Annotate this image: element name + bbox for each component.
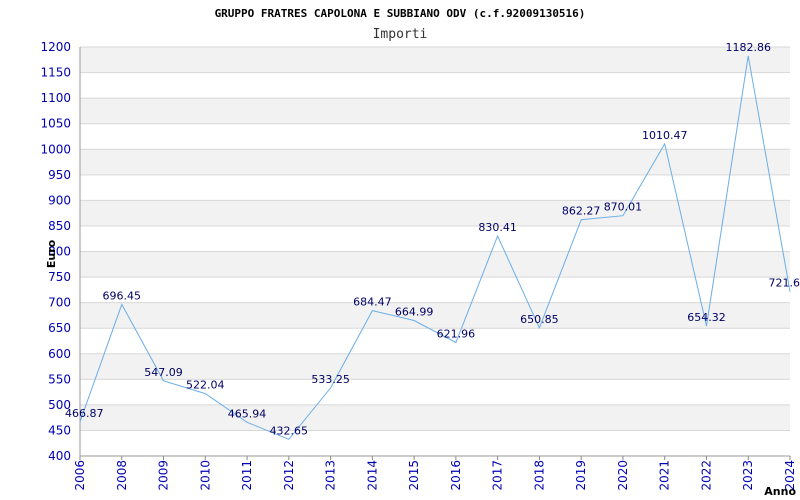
y-tick-label: 650 — [48, 321, 71, 335]
x-tick-label: 2015 — [407, 460, 421, 491]
x-tick-label: 2014 — [365, 460, 379, 491]
y-tick-label: 1000 — [40, 142, 71, 156]
x-tick-label: 2018 — [532, 460, 546, 491]
grid-bands — [80, 47, 790, 431]
data-label: 650.85 — [520, 313, 559, 326]
y-tick-label: 1150 — [40, 66, 71, 80]
y-tick-label: 900 — [48, 193, 71, 207]
chart-title: GRUPPO FRATRES CAPOLONA E SUBBIANO ODV (… — [215, 7, 586, 20]
y-tick-label: 400 — [48, 449, 71, 463]
grid-band — [80, 47, 790, 73]
data-label: 862.27 — [562, 205, 601, 218]
x-tick-label: 2009 — [157, 460, 171, 491]
data-label: 1010.47 — [642, 129, 688, 142]
x-tick-label: 2011 — [240, 460, 254, 491]
x-tick-label: 2012 — [282, 460, 296, 491]
x-axis-ticks: 2006 2008 2009 2010 2011 2012 2013 2014 2015 2016… — [73, 456, 797, 491]
data-label: 664.99 — [395, 306, 434, 319]
data-label: 721.6 — [769, 277, 800, 290]
y-tick-label: 550 — [48, 372, 71, 386]
x-axis-label: Anno — [764, 485, 796, 498]
y-tick-label: 850 — [48, 219, 71, 233]
data-label: 830.41 — [478, 221, 517, 234]
y-tick-label: 500 — [48, 398, 71, 412]
y-axis-label: Euro — [45, 239, 58, 268]
data-label: 465.94 — [228, 407, 267, 420]
data-label: 466.87 — [65, 407, 104, 420]
chart-subtitle: Importi — [373, 27, 428, 42]
data-label: 522.04 — [186, 379, 225, 392]
y-tick-label: 700 — [48, 296, 71, 310]
x-tick-label: 2020 — [616, 460, 630, 491]
data-label: 1182.86 — [725, 41, 771, 54]
x-tick-label: 2023 — [741, 460, 755, 491]
x-tick-label: 2017 — [491, 460, 505, 491]
y-tick-label: 1100 — [40, 91, 71, 105]
x-tick-label: 2024 — [783, 460, 797, 491]
grid-band — [80, 302, 790, 329]
data-label: 654.32 — [687, 311, 726, 324]
data-label: 696.45 — [103, 289, 142, 302]
y-tick-label: 950 — [48, 168, 71, 182]
data-label: 547.09 — [144, 366, 183, 379]
x-tick-label: 2006 — [73, 460, 87, 491]
data-label: 870.01 — [604, 201, 643, 214]
x-tick-label: 2021 — [658, 460, 672, 491]
x-tick-label: 2022 — [699, 460, 713, 491]
data-label: 432.65 — [270, 424, 309, 437]
series-line — [79, 55, 791, 440]
x-tick-label: 2008 — [115, 460, 129, 491]
x-tick-label: 2019 — [574, 460, 588, 491]
grid-band — [80, 251, 790, 278]
grid-band — [80, 404, 790, 431]
y-tick-label: 1050 — [40, 117, 71, 131]
x-tick-label: 2016 — [449, 460, 463, 491]
grid-band — [80, 149, 790, 175]
y-tick-label: 750 — [48, 270, 71, 284]
data-label: 684.47 — [353, 296, 392, 309]
x-tick-label: 2013 — [324, 460, 338, 491]
y-tick-label: 1200 — [40, 40, 71, 54]
y-tick-label: 450 — [48, 423, 71, 437]
data-label: 533.25 — [311, 373, 350, 386]
data-label: 621.96 — [437, 328, 476, 341]
grid-band — [80, 353, 790, 380]
y-axis-ticks: 400 450 500 550 600 650 700 750 800 850 900 950 1000… — [40, 40, 71, 463]
x-tick-label: 2010 — [198, 460, 212, 491]
y-tick-label: 800 — [48, 245, 71, 259]
grid-lines — [80, 46, 790, 457]
grid-band — [80, 200, 790, 226]
grid-band — [80, 98, 790, 124]
y-tick-label: 600 — [48, 347, 71, 361]
